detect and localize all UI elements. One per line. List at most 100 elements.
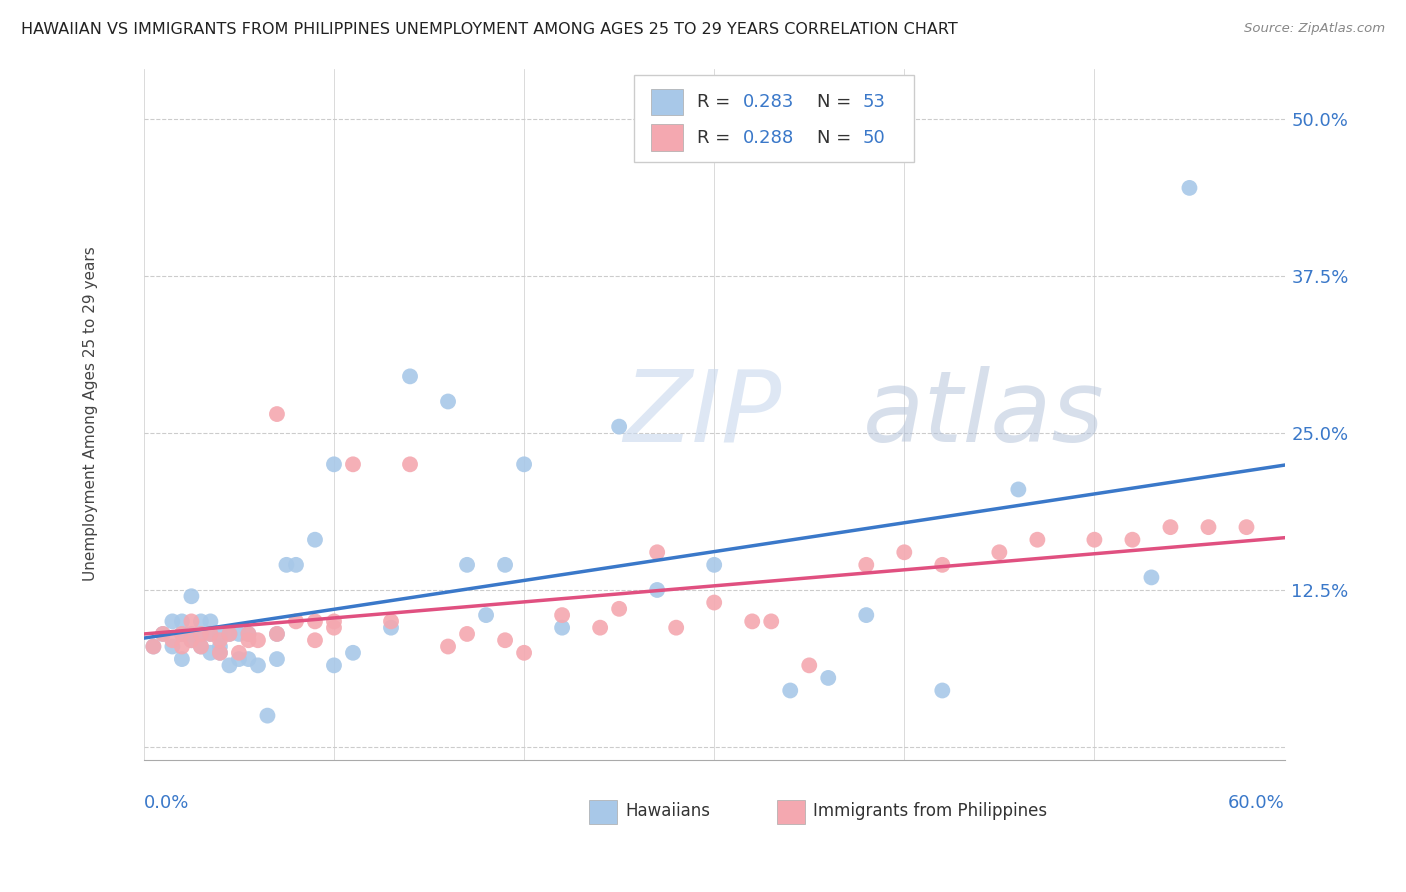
- Point: [607, 602, 630, 616]
- Point: [323, 458, 346, 472]
- Point: [266, 627, 288, 641]
- Point: [170, 652, 193, 666]
- Point: [437, 394, 460, 409]
- Point: [238, 627, 260, 641]
- Point: [190, 640, 212, 654]
- Point: [246, 658, 269, 673]
- Point: [228, 646, 250, 660]
- Point: [1198, 520, 1220, 534]
- Point: [1026, 533, 1049, 547]
- Text: atlas: atlas: [862, 366, 1104, 463]
- Point: [276, 558, 298, 572]
- Point: [200, 646, 222, 660]
- Point: [799, 658, 821, 673]
- Text: R =: R =: [697, 93, 737, 111]
- Point: [399, 458, 422, 472]
- Point: [645, 582, 668, 597]
- Point: [162, 615, 184, 629]
- Point: [893, 545, 915, 559]
- Text: 0.283: 0.283: [742, 93, 794, 111]
- Point: [342, 458, 364, 472]
- Text: HAWAIIAN VS IMMIGRANTS FROM PHILIPPINES UNEMPLOYMENT AMONG AGES 25 TO 29 YEARS C: HAWAIIAN VS IMMIGRANTS FROM PHILIPPINES …: [21, 22, 957, 37]
- Point: [931, 558, 953, 572]
- Point: [761, 615, 783, 629]
- Text: 0.288: 0.288: [742, 128, 794, 146]
- Point: [1121, 533, 1143, 547]
- Point: [551, 621, 574, 635]
- Point: [238, 652, 260, 666]
- Point: [323, 621, 346, 635]
- Point: [589, 621, 612, 635]
- Point: [180, 627, 202, 641]
- Text: Immigrants from Philippines: Immigrants from Philippines: [814, 803, 1047, 821]
- Point: [494, 558, 516, 572]
- Point: [475, 608, 498, 623]
- Point: [152, 627, 174, 641]
- Point: [142, 640, 165, 654]
- Point: [170, 627, 193, 641]
- Point: [180, 633, 202, 648]
- Point: [208, 646, 231, 660]
- Y-axis label: Unemployment Among Ages 25 to 29 years: Unemployment Among Ages 25 to 29 years: [83, 247, 98, 582]
- Point: [238, 627, 260, 641]
- Point: [190, 627, 212, 641]
- Point: [304, 633, 326, 648]
- Point: [1007, 483, 1029, 497]
- Text: R =: R =: [697, 128, 737, 146]
- Text: 53: 53: [862, 93, 886, 111]
- Point: [1159, 520, 1181, 534]
- Point: [645, 545, 668, 559]
- Point: [456, 558, 478, 572]
- Point: [607, 419, 630, 434]
- Point: [142, 640, 165, 654]
- Point: [323, 615, 346, 629]
- Text: Hawaiians: Hawaiians: [626, 803, 710, 821]
- Point: [200, 627, 222, 641]
- Bar: [651, 88, 683, 115]
- Point: [494, 633, 516, 648]
- Point: [190, 627, 212, 641]
- Point: [152, 627, 174, 641]
- Point: [399, 369, 422, 384]
- Point: [437, 640, 460, 654]
- Point: [1178, 181, 1201, 195]
- Point: [170, 627, 193, 641]
- FancyBboxPatch shape: [634, 76, 914, 161]
- Point: [703, 558, 725, 572]
- Point: [190, 640, 212, 654]
- Point: [180, 615, 202, 629]
- Point: [218, 658, 240, 673]
- Point: [855, 558, 877, 572]
- Point: [988, 545, 1011, 559]
- Point: [855, 608, 877, 623]
- Point: [200, 615, 222, 629]
- Point: [513, 646, 536, 660]
- Text: 50: 50: [862, 128, 886, 146]
- Point: [266, 652, 288, 666]
- Point: [162, 640, 184, 654]
- Text: 60.0%: 60.0%: [1227, 794, 1285, 812]
- Point: [741, 615, 763, 629]
- Point: [266, 627, 288, 641]
- Point: [256, 708, 278, 723]
- Point: [266, 407, 288, 421]
- Point: [200, 627, 222, 641]
- Point: [170, 615, 193, 629]
- Point: [208, 640, 231, 654]
- Point: [162, 633, 184, 648]
- Point: [513, 458, 536, 472]
- Point: [180, 589, 202, 603]
- Point: [170, 640, 193, 654]
- Bar: [778, 800, 806, 824]
- Point: [208, 627, 231, 641]
- Bar: [589, 800, 617, 824]
- Point: [304, 533, 326, 547]
- Point: [323, 658, 346, 673]
- Text: N =: N =: [817, 93, 856, 111]
- Bar: [651, 125, 683, 151]
- Point: [190, 615, 212, 629]
- Text: ZIP: ZIP: [623, 366, 782, 463]
- Point: [285, 615, 308, 629]
- Point: [931, 683, 953, 698]
- Point: [1236, 520, 1258, 534]
